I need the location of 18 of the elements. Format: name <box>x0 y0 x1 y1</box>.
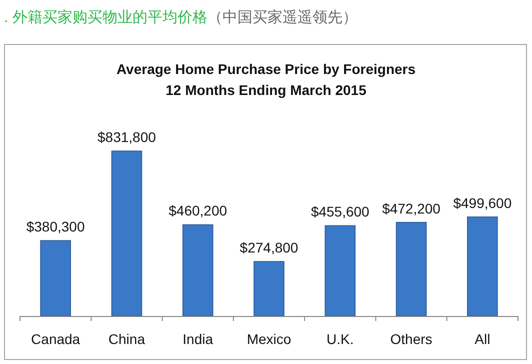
x-tick-label: Mexico <box>246 331 292 347</box>
x-tick-label: India <box>182 331 214 347</box>
data-label: $455,600 <box>310 204 370 220</box>
x-tick-label: All <box>474 331 490 347</box>
data-label: $274,800 <box>240 239 298 256</box>
x-tick-label: U.K. <box>326 331 354 347</box>
data-label: $380,300 <box>26 218 85 235</box>
x-tick-label: Canada <box>31 331 80 347</box>
data-label: $831,800 <box>98 129 156 145</box>
title: 12 Months Ending March 2015 <box>166 82 366 98</box>
data-label: $472,200 <box>382 200 441 216</box>
annotation: （中国买家遥遥领先） <box>207 9 358 26</box>
x-tick-label: Others <box>390 331 432 347</box>
title: Average Home Purchase Price by Foreigners <box>116 61 416 77</box>
data-label: $499,600 <box>453 194 512 211</box>
data-label: $460,200 <box>168 202 228 219</box>
annotation: . 外籍买家购买物业的平均价格 <box>4 9 208 26</box>
x-tick-label: China <box>108 331 146 347</box>
